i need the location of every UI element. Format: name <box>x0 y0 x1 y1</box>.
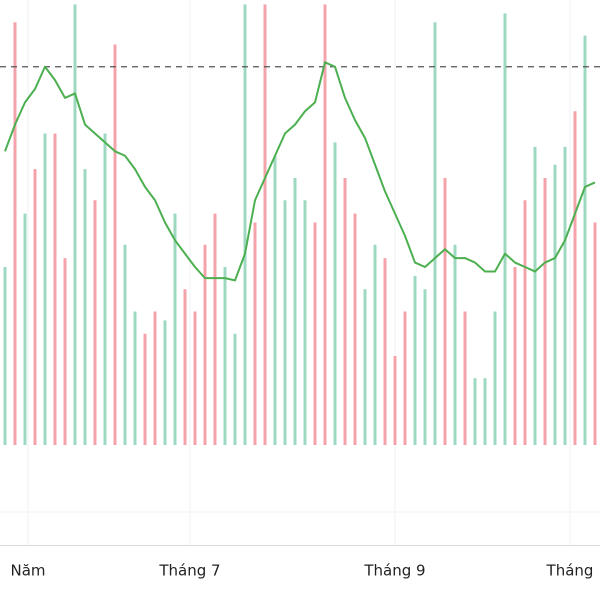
volume-bar <box>133 311 137 445</box>
volume-bar <box>143 333 147 445</box>
volume-bar <box>193 311 197 445</box>
volume-bar <box>163 320 167 445</box>
volume-bar <box>533 146 537 445</box>
volume-bar <box>453 244 457 445</box>
volume-bar <box>43 133 47 445</box>
volume-bar <box>293 178 297 445</box>
volume-bar <box>123 244 127 445</box>
volume-bar <box>153 311 157 445</box>
volume-bar <box>503 13 507 445</box>
volume-bar <box>383 258 387 445</box>
volume-bar <box>513 267 517 445</box>
volume-bar <box>473 378 477 445</box>
volume-bar <box>493 311 497 445</box>
volume-bar <box>423 289 427 445</box>
volume-bar <box>333 142 337 445</box>
volume-bar <box>393 356 397 445</box>
volume-bar <box>433 22 437 445</box>
volume-bar <box>3 267 7 445</box>
volume-bar <box>113 44 117 445</box>
volume-bar <box>563 146 567 445</box>
volume-bar <box>63 258 67 445</box>
volume-bar <box>343 178 347 445</box>
volume-bar <box>283 200 287 445</box>
x-tick-label: Năm <box>10 562 45 580</box>
volume-bar <box>173 213 177 445</box>
x-tick-label: Tháng <box>546 562 594 580</box>
volume-bar <box>583 35 587 445</box>
volume-bar <box>553 164 557 445</box>
volume-bar <box>593 222 597 445</box>
volume-bar <box>13 22 17 445</box>
price-line <box>4 61 596 282</box>
volume-bar <box>413 275 417 445</box>
volume-bar <box>323 4 327 445</box>
x-tick-label: Tháng 9 <box>363 562 425 580</box>
volume-bar <box>23 213 27 445</box>
volume-bar <box>223 267 227 445</box>
x-axis-labels: Năm Tháng 7 Tháng 9 Tháng <box>10 562 593 580</box>
x-tick-label: Tháng 7 <box>158 562 220 580</box>
volume-bar <box>403 311 407 445</box>
volume-bar <box>33 169 37 445</box>
volume-bar <box>313 222 317 445</box>
volume-bar <box>463 311 467 445</box>
grid <box>27 0 571 545</box>
volume-bar <box>523 200 527 445</box>
volume-bar <box>253 222 257 445</box>
volume-bar <box>233 333 237 445</box>
volume-bar <box>303 200 307 445</box>
volume-bar <box>53 133 57 445</box>
volume-bar <box>93 200 97 445</box>
volume-bar <box>363 289 367 445</box>
volume-bar <box>573 111 577 445</box>
volume-bar <box>103 133 107 445</box>
overlay <box>0 61 600 282</box>
volume-bar <box>443 178 447 445</box>
volume-bars <box>3 4 597 445</box>
volume-bar <box>203 244 207 445</box>
volume-bar <box>183 289 187 445</box>
volume-bar <box>483 378 487 445</box>
volume-bar <box>273 155 277 445</box>
volume-bar <box>213 213 217 445</box>
volume-bar <box>373 244 377 445</box>
volume-bar <box>83 169 87 445</box>
volume-bar <box>543 178 547 445</box>
volume-bar <box>73 4 77 445</box>
volume-bar <box>353 213 357 445</box>
volume-bar <box>263 4 267 445</box>
volume-bar <box>243 4 247 445</box>
